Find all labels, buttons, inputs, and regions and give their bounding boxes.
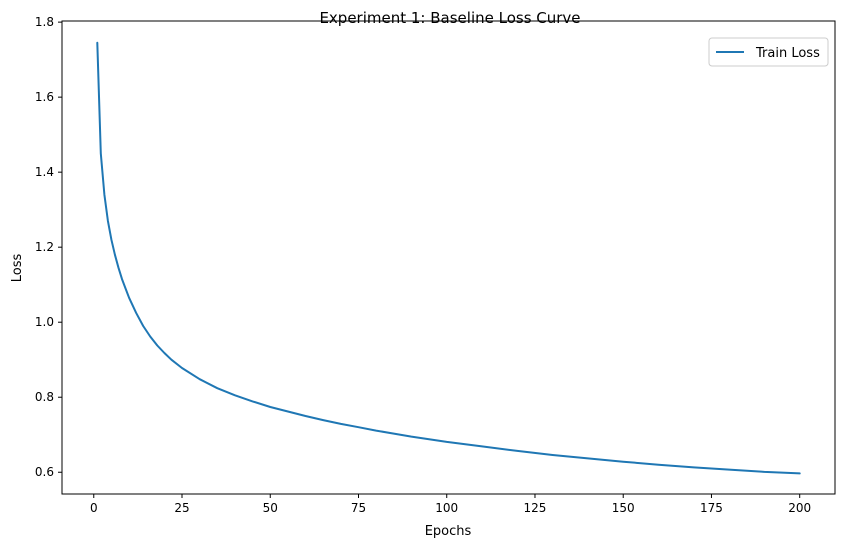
x-axis-label: Epochs (425, 524, 472, 539)
x-tick-label: 75 (351, 501, 366, 515)
x-tick-label: 150 (612, 501, 635, 515)
x-tick-label: 200 (788, 501, 811, 515)
x-axis-ticks: 0 25 50 75 100 125 150 175 200 (90, 494, 811, 515)
y-tick-label: 1.8 (35, 15, 54, 29)
plot-frame (61, 20, 836, 495)
x-tick-label: 0 (90, 501, 98, 515)
legend-box (708, 37, 829, 67)
legend-label: Train Loss (755, 46, 820, 61)
plot-area (96, 41, 801, 475)
legend: Train Loss (708, 37, 829, 67)
y-tick-label: 1.0 (35, 315, 54, 329)
x-tick-label: 100 (435, 501, 458, 515)
x-tick-label: 125 (524, 501, 547, 515)
y-tick-label: 0.8 (35, 390, 54, 404)
y-axis-ticks: 0.6 0.8 1.0 1.2 1.4 1.6 1.8 (35, 15, 62, 479)
y-tick-label: 0.6 (35, 465, 54, 479)
y-tick-label: 1.4 (35, 165, 54, 179)
series-line-train-loss (96, 41, 801, 475)
x-tick-label: 25 (174, 501, 189, 515)
y-tick-label: 1.6 (35, 90, 54, 104)
y-tick-label: 1.2 (35, 240, 54, 254)
x-tick-label: 50 (263, 501, 278, 515)
chart-title: Experiment 1: Baseline Loss Curve (319, 9, 580, 27)
x-tick-label: 175 (700, 501, 723, 515)
y-axis-label: Loss (10, 254, 25, 283)
